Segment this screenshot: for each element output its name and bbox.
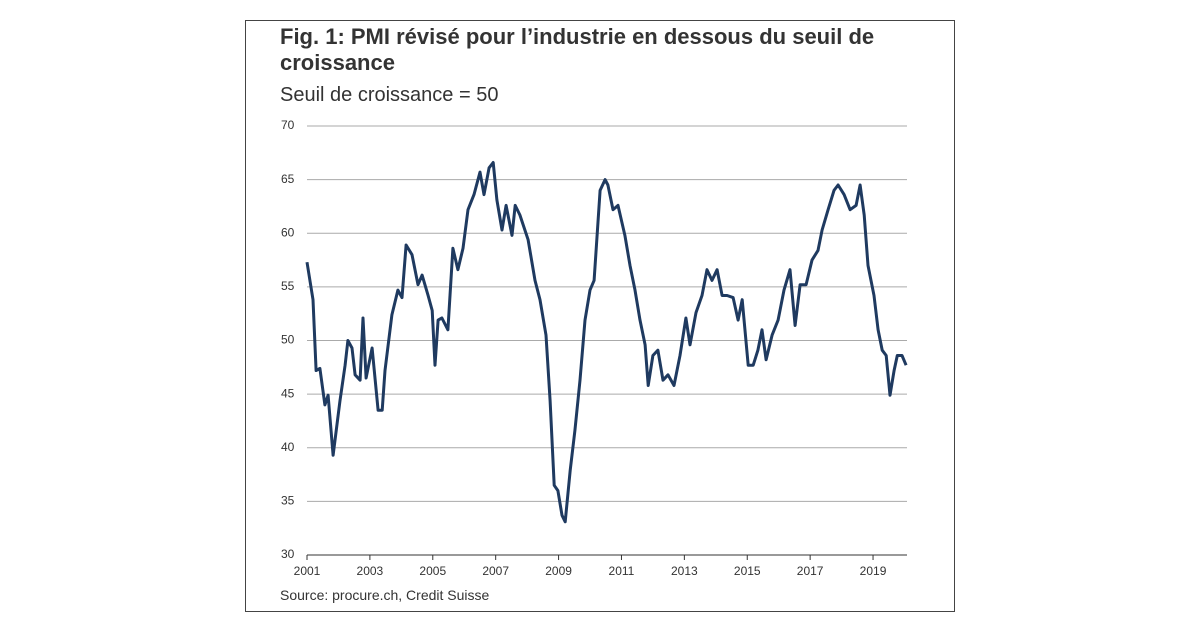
x-tick-label: 2015 bbox=[734, 564, 761, 578]
y-tick-label: 55 bbox=[281, 279, 295, 293]
y-tick-label: 60 bbox=[281, 225, 295, 239]
y-tick-label: 40 bbox=[281, 440, 295, 454]
y-tick-label: 30 bbox=[281, 547, 295, 561]
x-tick-label: 2013 bbox=[671, 564, 698, 578]
x-tick-label: 2011 bbox=[609, 564, 635, 578]
x-tick-label: 2007 bbox=[482, 564, 509, 578]
chart-title: Fig. 1: PMI révisé pour l’industrie en d… bbox=[280, 24, 880, 75]
x-tick-label: 2009 bbox=[545, 564, 572, 578]
y-tick-label: 65 bbox=[281, 172, 295, 186]
x-tick-label: 2005 bbox=[419, 564, 446, 578]
chart-title-line: croissance bbox=[280, 50, 395, 75]
x-tick-label: 2017 bbox=[797, 564, 824, 578]
y-tick-label: 45 bbox=[281, 386, 295, 400]
y-tick-label: 50 bbox=[281, 333, 295, 347]
x-tick-label: 2001 bbox=[294, 564, 321, 578]
y-tick-label: 35 bbox=[281, 494, 295, 508]
chart-subtitle: Seuil de croissance = 50 bbox=[280, 84, 498, 106]
x-tick-label: 2019 bbox=[860, 564, 887, 578]
source: Source: procure.ch, Credit Suisse bbox=[280, 587, 490, 603]
line bbox=[305, 161, 908, 524]
y-tick-label: 70 bbox=[281, 118, 295, 132]
frame bbox=[245, 20, 955, 612]
x-tick-label: 2003 bbox=[357, 564, 384, 578]
chart-title-line: Fig. 1: PMI révisé pour l’industrie en d… bbox=[280, 24, 874, 49]
